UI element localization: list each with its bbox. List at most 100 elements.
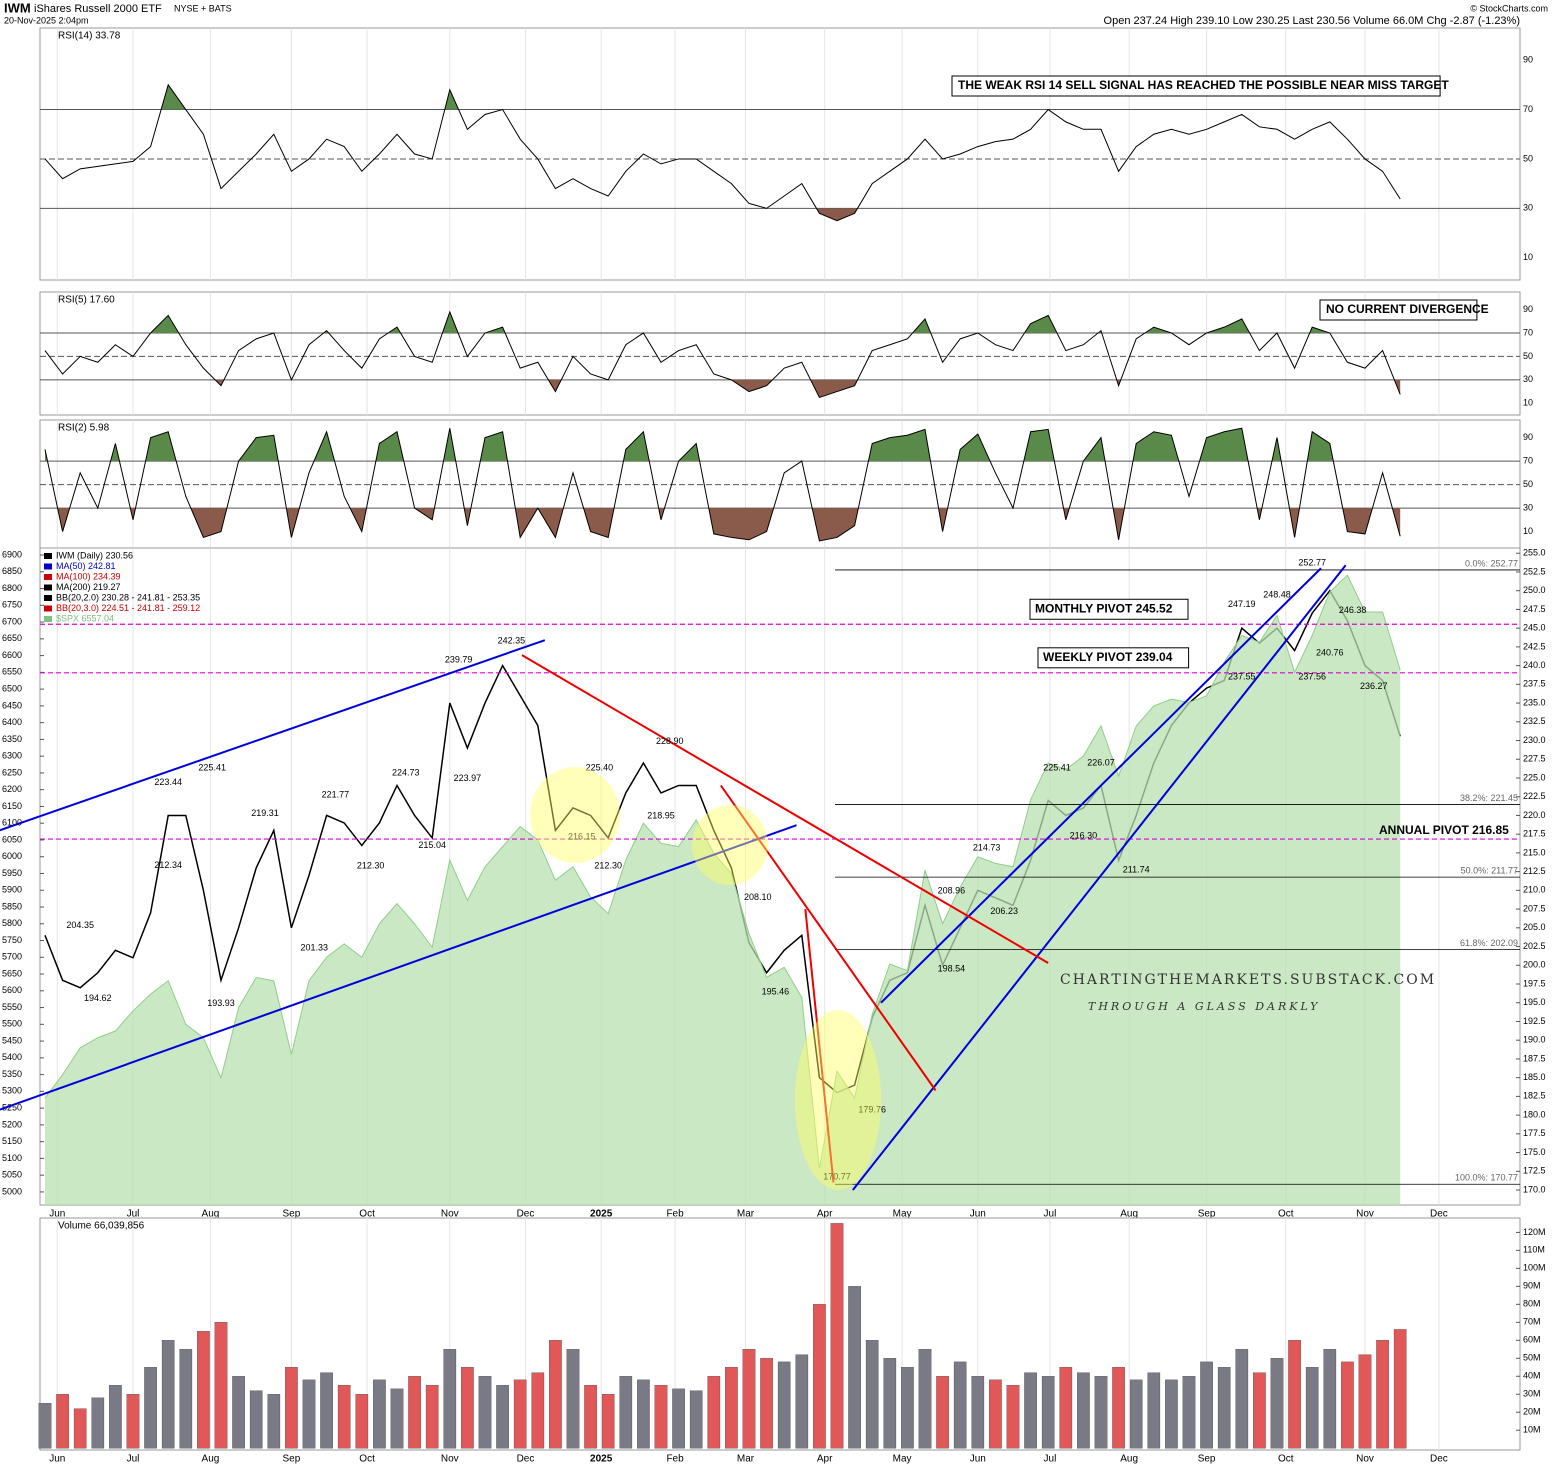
overbought-fill bbox=[45, 311, 1401, 333]
y2-tick-label: 6400 bbox=[2, 717, 22, 727]
volume-bar bbox=[1235, 1349, 1249, 1449]
y-tick-label: 50 bbox=[1523, 351, 1533, 361]
volume-bar bbox=[197, 1331, 210, 1449]
y2-tick-label: 6550 bbox=[2, 667, 22, 677]
volume-bar bbox=[1094, 1376, 1108, 1449]
annotation: THE WEAK RSI 14 SELL SIGNAL HAS REACHED … bbox=[958, 78, 1449, 92]
volume-bar bbox=[1358, 1354, 1372, 1449]
y-tick-label: 120M bbox=[1523, 1227, 1546, 1237]
y2-tick-label: 6000 bbox=[2, 851, 22, 861]
y2-tick-label: 6200 bbox=[2, 784, 22, 794]
volume-bar bbox=[725, 1367, 738, 1449]
volume-bar bbox=[918, 1349, 932, 1449]
y2-tick-label: 6350 bbox=[2, 734, 22, 744]
pivot-label: WEEKLY PIVOT 239.04 bbox=[1043, 650, 1173, 664]
volume-bar bbox=[619, 1376, 633, 1449]
price-label: 226.07 bbox=[1087, 757, 1115, 767]
price-label: 236.27 bbox=[1360, 681, 1388, 691]
oversold-fill bbox=[57, 508, 1401, 541]
panel-frame bbox=[39, 1217, 1521, 1451]
volume-bar bbox=[830, 1223, 844, 1449]
y-tick-label: 10 bbox=[1523, 526, 1533, 536]
price-label: 228.90 bbox=[656, 736, 684, 746]
y2-tick-label: 5600 bbox=[2, 985, 22, 995]
y2-tick-label: 5850 bbox=[2, 901, 22, 911]
volume-bar bbox=[971, 1376, 985, 1449]
volume-bar bbox=[1165, 1379, 1178, 1449]
y2-tick-label: 6300 bbox=[2, 751, 22, 761]
quote: Open 237.24 High 239.10 Low 230.25 Last … bbox=[1104, 15, 1520, 27]
oversold-fill bbox=[45, 208, 1401, 221]
price-label: 179.76 bbox=[858, 1104, 886, 1114]
y2-tick-label: 6700 bbox=[2, 616, 22, 626]
price-label: 206.23 bbox=[990, 906, 1018, 916]
y2-tick-label: 6900 bbox=[2, 549, 22, 559]
y2-tick-label: 6050 bbox=[2, 834, 22, 844]
x-tick-label: Jul bbox=[1044, 1454, 1057, 1464]
y-tick-label: 202.5 bbox=[1523, 941, 1546, 951]
volume-bar bbox=[56, 1394, 69, 1449]
volume-bar bbox=[848, 1286, 861, 1449]
volume-bar bbox=[73, 1408, 87, 1449]
x-tick-label: Oct bbox=[1278, 1454, 1294, 1464]
overbought-fill bbox=[45, 84, 1401, 110]
volume-bar bbox=[249, 1390, 263, 1449]
price-label: 223.44 bbox=[154, 777, 182, 787]
y-tick-label: 190.0 bbox=[1523, 1035, 1546, 1045]
volume-bar bbox=[1305, 1367, 1319, 1449]
x-tick-label: Nov bbox=[1356, 1454, 1374, 1464]
volume-bar bbox=[126, 1394, 140, 1449]
trendline bbox=[880, 567, 1322, 1004]
exchange: NYSE + BATS bbox=[174, 3, 232, 13]
volume-bar bbox=[901, 1367, 914, 1449]
y-tick-label: 70M bbox=[1523, 1317, 1541, 1327]
y-tick-label: 175.0 bbox=[1523, 1147, 1546, 1157]
volume-bar bbox=[91, 1397, 105, 1449]
volume-bar bbox=[1323, 1349, 1337, 1449]
y-tick-label: 222.5 bbox=[1523, 791, 1546, 801]
trendline bbox=[521, 654, 1049, 964]
y2-tick-label: 5300 bbox=[2, 1086, 22, 1096]
y-tick-label: 197.5 bbox=[1523, 978, 1546, 988]
price-label: 215.04 bbox=[418, 840, 446, 850]
x-tick-label: Mar bbox=[737, 1454, 755, 1464]
y-tick-label: 212.5 bbox=[1523, 866, 1546, 876]
symbol: IWM bbox=[4, 0, 31, 15]
x-tick-label: May bbox=[893, 1454, 912, 1464]
x-tick-label: Aug bbox=[202, 1209, 220, 1220]
x-tick-label: Oct bbox=[359, 1209, 375, 1220]
y-tick-label: 195.0 bbox=[1523, 997, 1546, 1007]
timestamp: 20-Nov-2025 2:04pm bbox=[4, 15, 89, 25]
y2-tick-label: 5950 bbox=[2, 868, 22, 878]
y-tick-label: 185.0 bbox=[1523, 1072, 1546, 1082]
y-tick-label: 225.0 bbox=[1523, 772, 1546, 782]
y2-tick-label: 5150 bbox=[2, 1136, 22, 1146]
y2-tick-label: 5800 bbox=[2, 918, 22, 928]
price-label: 218.95 bbox=[647, 811, 675, 821]
volume-bar bbox=[1112, 1367, 1125, 1449]
y-tick-label: 10M bbox=[1523, 1425, 1541, 1435]
y-tick-label: 90 bbox=[1523, 432, 1533, 442]
volume-bar bbox=[637, 1379, 650, 1449]
volume-bar bbox=[161, 1340, 175, 1449]
y2-tick-label: 5350 bbox=[2, 1069, 22, 1079]
y-tick-label: 217.5 bbox=[1523, 829, 1546, 839]
y-tick-label: 182.5 bbox=[1523, 1091, 1546, 1101]
legend-swatch bbox=[44, 616, 52, 622]
y2-tick-label: 6250 bbox=[2, 767, 22, 777]
y2-tick-label: 6100 bbox=[2, 818, 22, 828]
y-tick-label: 70 bbox=[1523, 455, 1533, 465]
volume-bar bbox=[883, 1358, 897, 1449]
panel-title: RSI(5) 17.60 bbox=[58, 295, 115, 306]
x-tick-label: Nov bbox=[1356, 1209, 1374, 1220]
price-label: 193.93 bbox=[207, 998, 235, 1008]
panel-frame bbox=[39, 291, 1521, 416]
y-tick-label: 10 bbox=[1523, 252, 1533, 262]
y-tick-label: 210.0 bbox=[1523, 885, 1546, 895]
volume-bar bbox=[1270, 1358, 1284, 1449]
y-tick-label: 205.0 bbox=[1523, 922, 1546, 932]
y-tick-label: 70 bbox=[1523, 104, 1533, 114]
price-label: 224.73 bbox=[392, 767, 420, 777]
price-label: 216.30 bbox=[1070, 831, 1098, 841]
highlight bbox=[692, 805, 768, 885]
